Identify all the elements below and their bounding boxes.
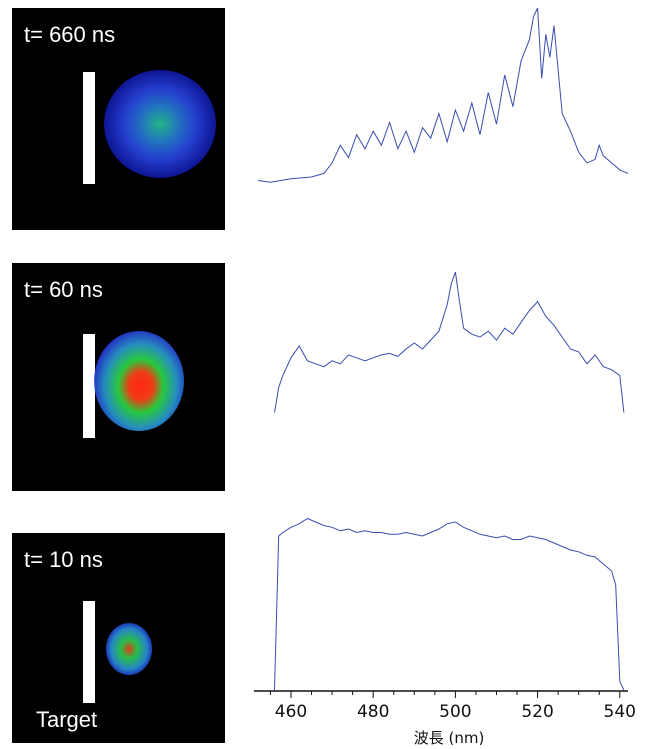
time-label-660ns: t= 660 ns <box>24 22 116 47</box>
x-axis: 460 480 500 520 540 <box>254 690 636 722</box>
spectrum-line-1 <box>274 271 625 413</box>
x-tick-label: 480 <box>357 702 389 722</box>
plume-glow <box>94 331 184 431</box>
time-label-10ns: t= 10 ns <box>24 547 103 572</box>
target-bar <box>83 601 95 703</box>
spectrum-line-0 <box>258 7 629 183</box>
plume-image-660ns: t= 660 ns <box>12 8 225 230</box>
x-tick-label: 540 <box>604 702 636 722</box>
plume-glow <box>106 623 152 675</box>
target-bar <box>83 72 95 184</box>
spectrum-line-2 <box>274 517 625 691</box>
x-tick-label: 500 <box>439 702 471 722</box>
target-label: Target <box>36 707 98 732</box>
plume-glow <box>104 70 216 178</box>
target-bar <box>83 334 95 438</box>
plume-image-60ns: t= 60 ns <box>12 263 225 491</box>
time-label-60ns: t= 60 ns <box>24 277 103 302</box>
x-axis-title: 波長 (nm) <box>414 729 485 747</box>
x-tick-label: 520 <box>521 702 553 722</box>
x-tick-label: 460 <box>275 702 307 722</box>
plume-image-10ns: t= 10 ns Target <box>12 533 225 743</box>
